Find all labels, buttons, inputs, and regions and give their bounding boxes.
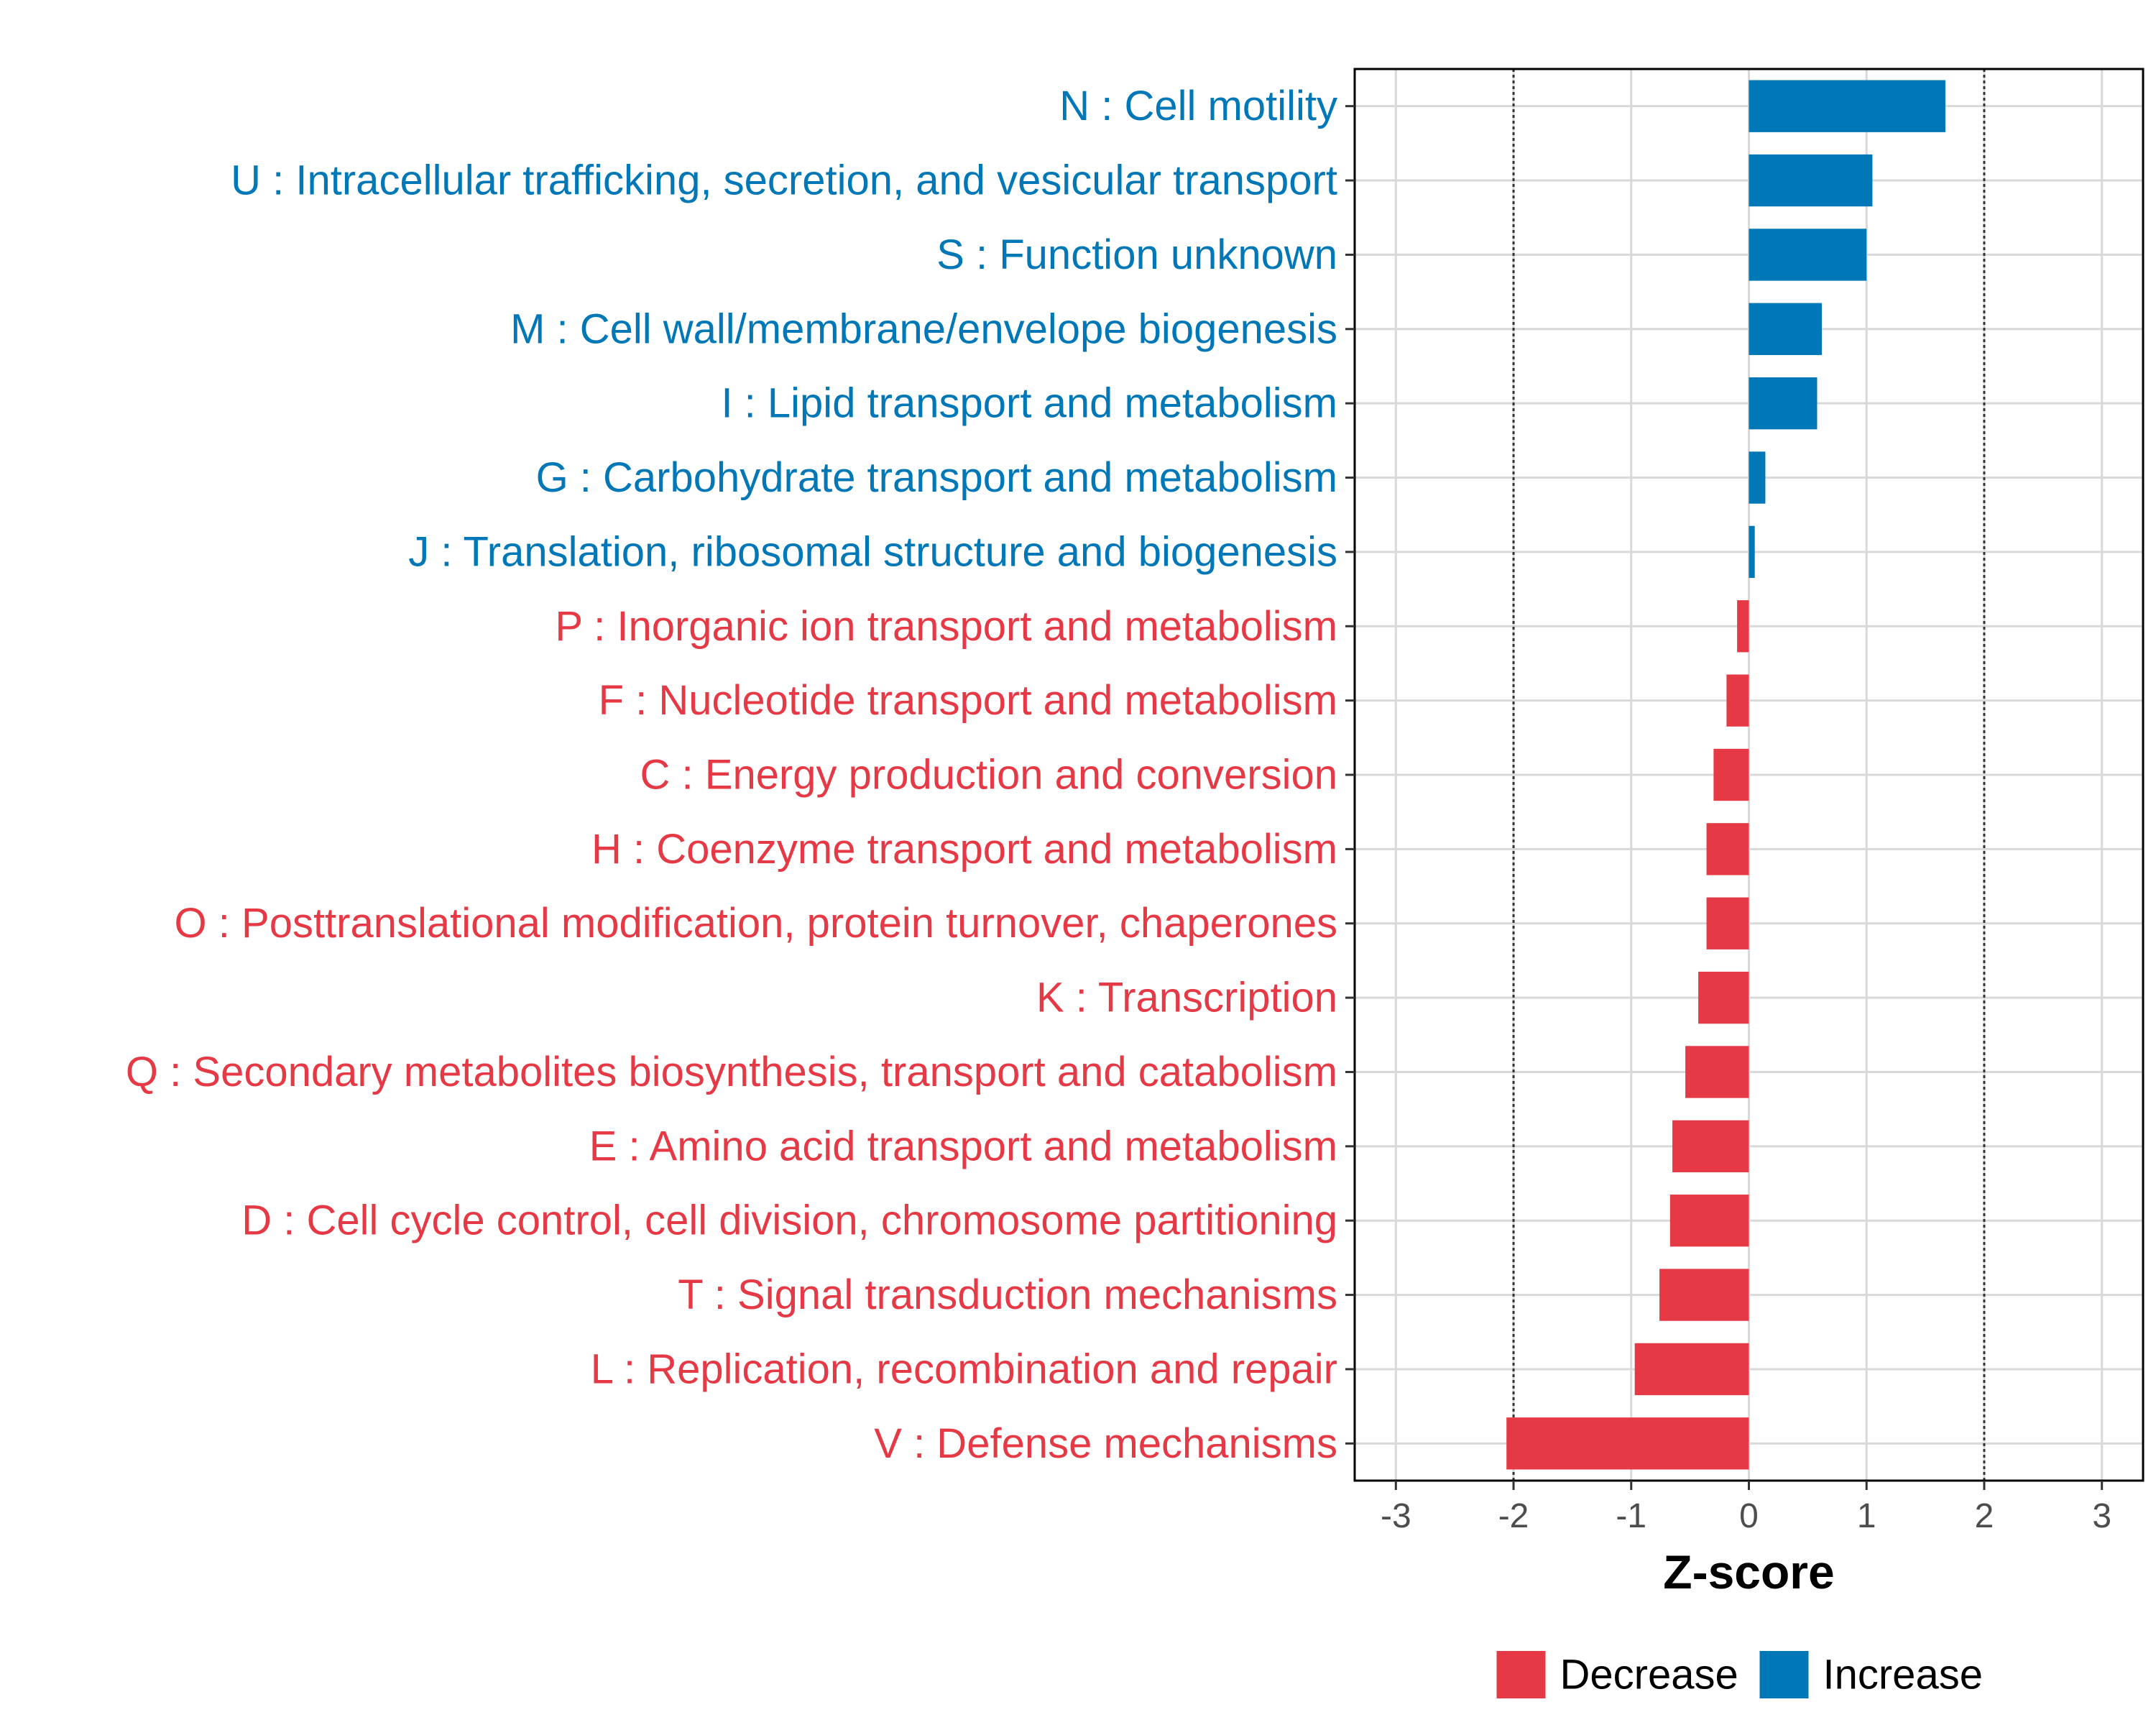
bar <box>1749 154 1873 207</box>
legend-key-increase <box>1759 1651 1809 1698</box>
bar <box>1749 229 1867 281</box>
bar <box>1669 1195 1749 1247</box>
x-tick-label: 2 <box>1975 1497 1994 1535</box>
bar <box>1749 525 1755 579</box>
y-axis-category-labels: N : Cell motility U : Intracellular traff… <box>126 83 1337 1467</box>
category-label: S : Function unknown <box>936 231 1337 278</box>
category-label: M : Cell wall/membrane/envelope biogenes… <box>510 305 1337 352</box>
category-label: N : Cell motility <box>1059 83 1337 129</box>
category-label: U : Intracellular trafficking, secretion… <box>231 157 1337 204</box>
bar <box>1706 897 1749 949</box>
category-label: V : Defense mechanisms <box>874 1420 1337 1467</box>
bar <box>1659 1269 1749 1321</box>
bar <box>1749 377 1818 430</box>
x-axis-title: Z-score <box>1663 1545 1834 1598</box>
bar <box>1749 303 1823 355</box>
bar <box>1506 1417 1749 1470</box>
bar <box>1672 1120 1749 1173</box>
bar <box>1698 971 1749 1024</box>
category-label: H : Coenzyme transport and metabolism <box>591 826 1337 873</box>
bar <box>1749 80 1945 132</box>
category-label: C : Energy production and conversion <box>640 752 1337 799</box>
y-axis-ticks <box>1345 105 1355 1445</box>
legend-key-decrease <box>1496 1651 1546 1698</box>
x-tick-label: -1 <box>1616 1497 1646 1535</box>
bar <box>1737 600 1749 653</box>
category-label: P : Inorganic ion transport and metaboli… <box>555 603 1337 650</box>
category-label: I : Lipid transport and metabolism <box>721 380 1337 427</box>
x-tick-label: 0 <box>1739 1497 1759 1535</box>
category-label: F : Nucleotide transport and metabolism <box>599 677 1337 724</box>
x-axis-ticks <box>1394 1481 2104 1490</box>
category-label: D : Cell cycle control, cell division, c… <box>241 1197 1337 1244</box>
bar <box>1685 1046 1749 1098</box>
category-label: J : Translation, ribosomal structure and… <box>408 528 1337 575</box>
legend-label-decrease: Decrease <box>1560 1652 1738 1698</box>
category-label: L : Replication, recombination and repai… <box>591 1346 1337 1392</box>
category-label: T : Signal transduction mechanisms <box>678 1271 1337 1318</box>
x-tick-label: -3 <box>1381 1497 1411 1535</box>
x-tick-label: 3 <box>2092 1497 2111 1535</box>
category-label: E : Amino acid transport and metabolism <box>589 1123 1337 1169</box>
legend: Decrease Increase <box>1496 1651 1983 1698</box>
bar <box>1713 748 1749 801</box>
bar <box>1749 451 1766 504</box>
legend-label-increase: Increase <box>1823 1652 1983 1698</box>
x-tick-label: -2 <box>1498 1497 1529 1535</box>
x-tick-label: 1 <box>1857 1497 1876 1535</box>
bar <box>1726 674 1749 727</box>
bar <box>1634 1343 1749 1396</box>
category-label: Q : Secondary metabolites biosynthesis, … <box>126 1049 1337 1095</box>
category-label: O : Posttranslational modification, prot… <box>175 900 1337 947</box>
bars <box>1506 80 1945 1470</box>
category-label: G : Carbohydrate transport and metabolis… <box>536 454 1337 501</box>
x-axis-tick-labels: -3 -2 -1 0 1 2 3 <box>1381 1497 2111 1535</box>
bar <box>1706 823 1749 875</box>
category-label: K : Transcription <box>1036 975 1337 1021</box>
